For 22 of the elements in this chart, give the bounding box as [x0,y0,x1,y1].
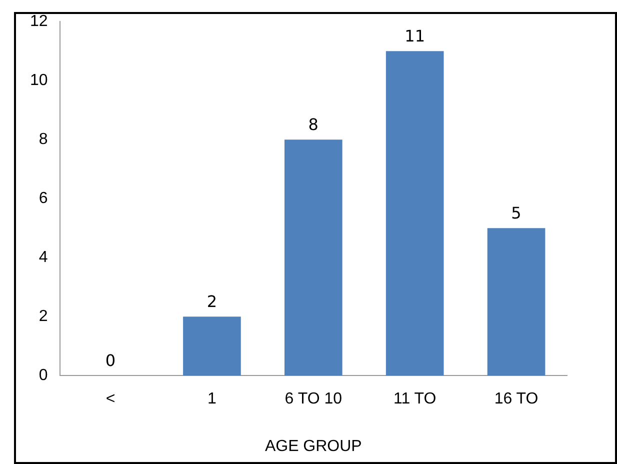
data-label: 11 [404,26,426,46]
bar [487,228,546,376]
data-label: 0 [105,350,116,370]
x-axis-title: AGE GROUP [264,438,362,455]
y-tick-label: 8 [38,131,48,148]
x-tick-label: 11 TO [393,390,436,408]
x-tick-label: 1 [208,390,217,408]
data-label: 2 [206,292,218,311]
data-label: 8 [308,114,318,134]
y-tick-label: 10 [30,72,48,90]
y-tick-label: 12 [30,13,48,30]
y-tick-label: 2 [38,308,48,326]
x-tick-label: < [106,390,116,408]
data-label: 5 [511,203,522,222]
y-tick-label: 4 [38,249,48,266]
y-tick-label: 6 [38,190,48,208]
y-tick-label: 0 [38,367,48,384]
bar [284,140,342,376]
bar [386,51,444,376]
x-tick-label: 6 TO 10 [284,390,342,408]
x-tick-label: 16 TO [494,390,538,408]
bar [183,316,241,376]
